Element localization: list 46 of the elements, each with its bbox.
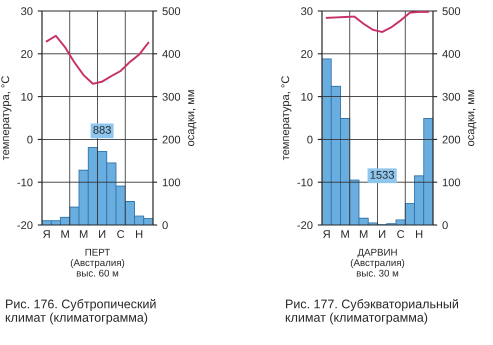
y-tick-label: 10 bbox=[301, 92, 313, 101]
x-tick-label: М bbox=[341, 230, 349, 238]
x-tick-label: Н bbox=[416, 230, 422, 238]
y-tick-label: 20 bbox=[301, 50, 313, 58]
y2-tick-label: 100 bbox=[442, 178, 460, 186]
y2-tick-label: 400 bbox=[162, 50, 180, 58]
y2-tick-label: 200 bbox=[162, 136, 180, 144]
x-tick-label: М bbox=[360, 230, 368, 238]
y2-tick-label: 0 bbox=[162, 221, 168, 230]
x-tick-label: Н bbox=[136, 230, 142, 238]
y-axis-title: температура, °С bbox=[281, 76, 292, 160]
y2-tick-label: 400 bbox=[442, 50, 460, 58]
y2-tick-label: 500 bbox=[442, 7, 460, 16]
y2-tick-label: 300 bbox=[442, 92, 460, 101]
x-tick-label: И bbox=[99, 230, 106, 238]
y-tick-label: 0 bbox=[307, 136, 313, 144]
y2-axis-title: осадки, мм bbox=[188, 90, 196, 146]
y-tick-label: -20 bbox=[17, 221, 33, 230]
text: Рис. 177. Субэкваториальный климат (климатограмма) bbox=[286, 299, 458, 324]
x-tick-label: М bbox=[61, 230, 69, 238]
y2-tick-label: 500 bbox=[162, 7, 180, 16]
y-tick-label: 10 bbox=[21, 92, 33, 101]
y2-tick-label: 100 bbox=[162, 178, 180, 186]
y2-tick-label: 200 bbox=[442, 136, 460, 144]
x-tick-label: Я bbox=[323, 230, 330, 238]
y-tick-label: 0 bbox=[27, 136, 33, 144]
x-axis-title: ПЕРТ (Австралия) выс. 60 м bbox=[70, 248, 124, 277]
y-axis-title: температура, °С bbox=[1, 76, 12, 160]
y2-axis-title: осадки, мм bbox=[468, 90, 476, 146]
y2-tick-label: 0 bbox=[442, 221, 448, 230]
text: Рис. 176. Субтропический климат (климатограмма) bbox=[6, 299, 156, 324]
x-tick-label: И bbox=[379, 230, 386, 238]
x-tick-label: С bbox=[397, 230, 404, 238]
y-tick-label: -10 bbox=[297, 178, 313, 186]
annotation: 1533 bbox=[370, 170, 394, 179]
x-tick-label: С bbox=[117, 230, 124, 238]
annotation: 883 bbox=[93, 126, 111, 134]
x-axis-title: ДАРВИН (Австралия) выс. 30 м bbox=[350, 248, 404, 277]
y-tick-label: -20 bbox=[297, 221, 313, 230]
x-tick-label: Я bbox=[43, 230, 50, 238]
y-tick-label: 30 bbox=[301, 7, 313, 16]
y-tick-label: 30 bbox=[21, 7, 33, 16]
y-tick-label: -10 bbox=[17, 178, 33, 186]
y2-tick-label: 300 bbox=[162, 92, 180, 101]
y-tick-label: 20 bbox=[21, 50, 33, 58]
x-tick-label: М bbox=[80, 230, 88, 238]
